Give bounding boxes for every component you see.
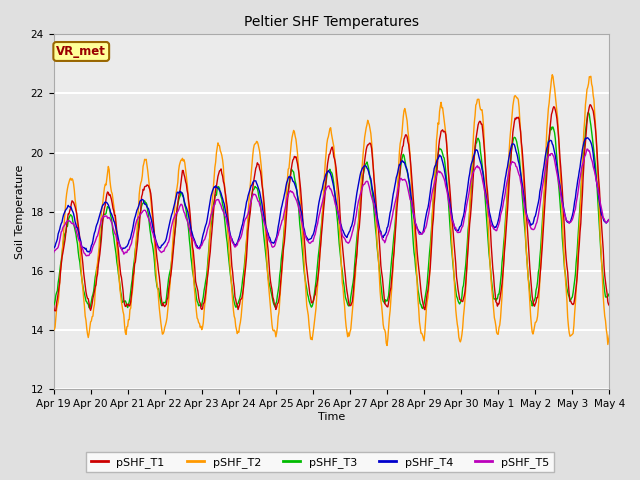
Legend: pSHF_T1, pSHF_T2, pSHF_T3, pSHF_T4, pSHF_T5: pSHF_T1, pSHF_T2, pSHF_T3, pSHF_T4, pSHF…	[86, 452, 554, 472]
Text: VR_met: VR_met	[56, 45, 106, 58]
pSHF_T4	[324, 169, 332, 175]
pSHF_T1	[433, 175, 440, 181]
pSHF_T5	[83, 253, 91, 259]
pSHF_T3	[419, 306, 426, 312]
pSHF_T2	[548, 72, 556, 78]
pSHF_T4	[50, 244, 58, 250]
pSHF_T2	[433, 138, 440, 144]
Line: pSHF_T2: pSHF_T2	[54, 75, 609, 346]
pSHF_T4	[196, 243, 204, 249]
pSHF_T4	[556, 179, 563, 184]
pSHF_T4	[433, 159, 440, 165]
pSHF_T3	[377, 282, 385, 288]
Line: pSHF_T1: pSHF_T1	[54, 105, 609, 311]
pSHF_T1	[556, 142, 563, 148]
pSHF_T2	[383, 343, 391, 348]
pSHF_T1	[172, 215, 180, 220]
pSHF_T4	[378, 233, 385, 239]
pSHF_T2	[377, 298, 385, 303]
Y-axis label: Soil Temperature: Soil Temperature	[15, 165, 25, 259]
pSHF_T2	[556, 165, 564, 171]
Line: pSHF_T4: pSHF_T4	[54, 138, 609, 252]
pSHF_T3	[556, 189, 563, 194]
pSHF_T4	[584, 135, 591, 141]
pSHF_T1	[196, 300, 204, 306]
pSHF_T5	[605, 216, 613, 222]
pSHF_T3	[50, 303, 58, 309]
pSHF_T5	[50, 250, 58, 256]
pSHF_T2	[323, 141, 331, 147]
Title: Peltier SHF Temperatures: Peltier SHF Temperatures	[244, 15, 419, 29]
pSHF_T2	[50, 326, 58, 332]
pSHF_T5	[378, 234, 385, 240]
pSHF_T5	[324, 183, 332, 189]
pSHF_T5	[196, 245, 204, 251]
Line: pSHF_T3: pSHF_T3	[54, 113, 609, 309]
pSHF_T4	[172, 194, 180, 200]
pSHF_T1	[52, 308, 60, 313]
pSHF_T3	[196, 302, 204, 308]
pSHF_T1	[586, 102, 594, 108]
pSHF_T4	[85, 249, 93, 255]
pSHF_T1	[605, 303, 613, 309]
pSHF_T2	[605, 332, 613, 338]
pSHF_T2	[172, 195, 179, 201]
Line: pSHF_T5: pSHF_T5	[54, 149, 609, 256]
pSHF_T5	[583, 146, 591, 152]
pSHF_T3	[605, 290, 613, 296]
pSHF_T3	[323, 174, 331, 180]
pSHF_T5	[172, 210, 180, 216]
X-axis label: Time: Time	[318, 412, 345, 422]
pSHF_T2	[196, 321, 204, 326]
pSHF_T1	[378, 269, 385, 275]
pSHF_T1	[324, 161, 332, 167]
pSHF_T3	[172, 224, 179, 230]
pSHF_T1	[50, 303, 58, 309]
pSHF_T5	[433, 173, 440, 179]
pSHF_T3	[433, 165, 440, 170]
pSHF_T5	[556, 183, 563, 189]
pSHF_T4	[605, 216, 613, 222]
pSHF_T3	[585, 110, 593, 116]
